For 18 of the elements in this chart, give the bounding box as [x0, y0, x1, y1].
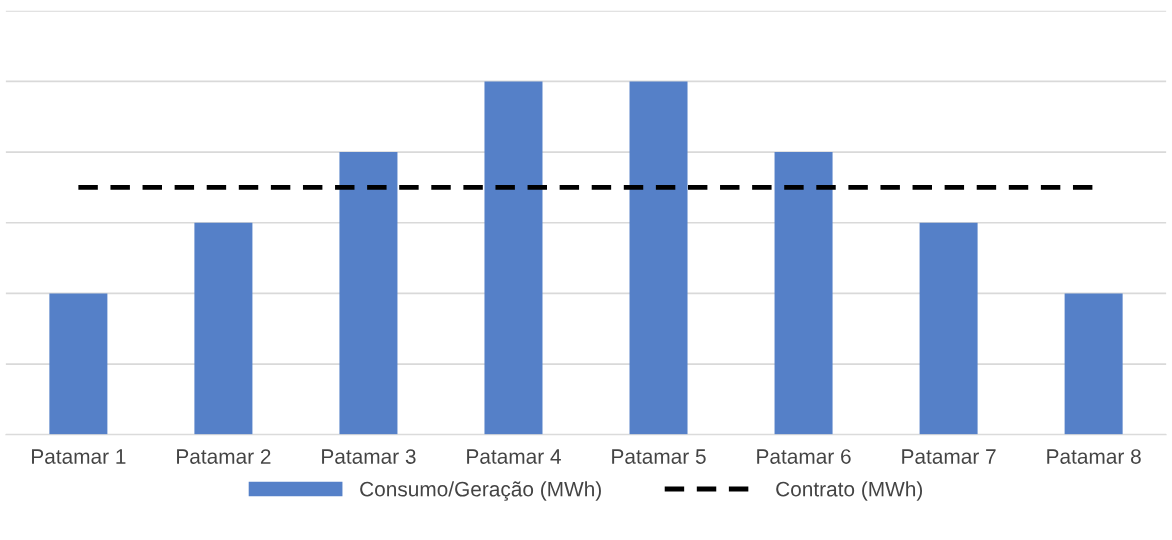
x-tick-label: Patamar 8: [1047, 449, 1141, 464]
bar: [919, 222, 978, 435]
legend-label: Contrato (MWh): [776, 481, 923, 501]
x-tick-label: Patamar 6: [757, 449, 851, 464]
bar: [1064, 293, 1123, 435]
bar: [484, 81, 543, 435]
x-tick-label: Patamar 4: [467, 449, 561, 464]
x-tick-label: Patamar 5: [612, 449, 706, 464]
x-tick-label: Patamar 2: [177, 449, 271, 464]
x-tick-label: Patamar 1: [32, 449, 126, 464]
bar: [49, 293, 108, 435]
bar: [774, 152, 833, 435]
bar: [194, 222, 253, 435]
bar: [629, 81, 688, 435]
x-tick-label: Patamar 7: [902, 449, 996, 464]
legend-label: Consumo/Geração (MWh): [360, 481, 601, 501]
x-tick-label: Patamar 3: [322, 449, 416, 464]
bar: [339, 152, 398, 435]
